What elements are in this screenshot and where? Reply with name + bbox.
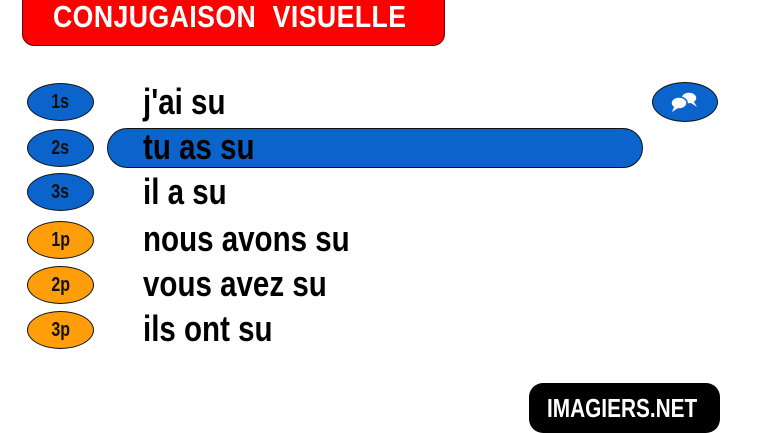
imagiers-logo[interactable]: IMAGIERS.NET xyxy=(529,383,720,433)
badge-3s[interactable]: 3s xyxy=(27,173,94,211)
badge-3p[interactable]: 3p xyxy=(27,311,94,349)
conjugation-1p: nous avons su xyxy=(143,218,350,259)
conjugation-2p: vous avez su xyxy=(143,263,327,304)
badge-label: 3s xyxy=(51,180,70,203)
conjugation-2s: tu as su xyxy=(143,126,255,167)
badge-label: 3p xyxy=(51,318,70,341)
badge-label: 2s xyxy=(51,136,70,159)
badge-2s[interactable]: 2s xyxy=(27,129,94,167)
badge-2p[interactable]: 2p xyxy=(27,266,94,304)
badge-label: 1p xyxy=(51,228,70,251)
chat-button[interactable] xyxy=(652,82,718,122)
badge-label: 1s xyxy=(51,90,70,113)
title-banner: CONJUGAISON VISUELLE xyxy=(22,0,445,46)
highlight-bar xyxy=(107,128,643,168)
logo-text: IMAGIERS.NET xyxy=(547,393,698,423)
conjugation-1s: j'ai su xyxy=(143,81,226,122)
badge-1s[interactable]: 1s xyxy=(27,83,94,121)
conjugation-3s: il a su xyxy=(143,171,227,212)
speech-bubbles-icon xyxy=(670,91,698,112)
badge-1p[interactable]: 1p xyxy=(27,221,94,259)
badge-label: 2p xyxy=(51,273,70,296)
page-title: CONJUGAISON VISUELLE xyxy=(53,0,407,34)
conjugation-3p: ils ont su xyxy=(143,308,273,349)
